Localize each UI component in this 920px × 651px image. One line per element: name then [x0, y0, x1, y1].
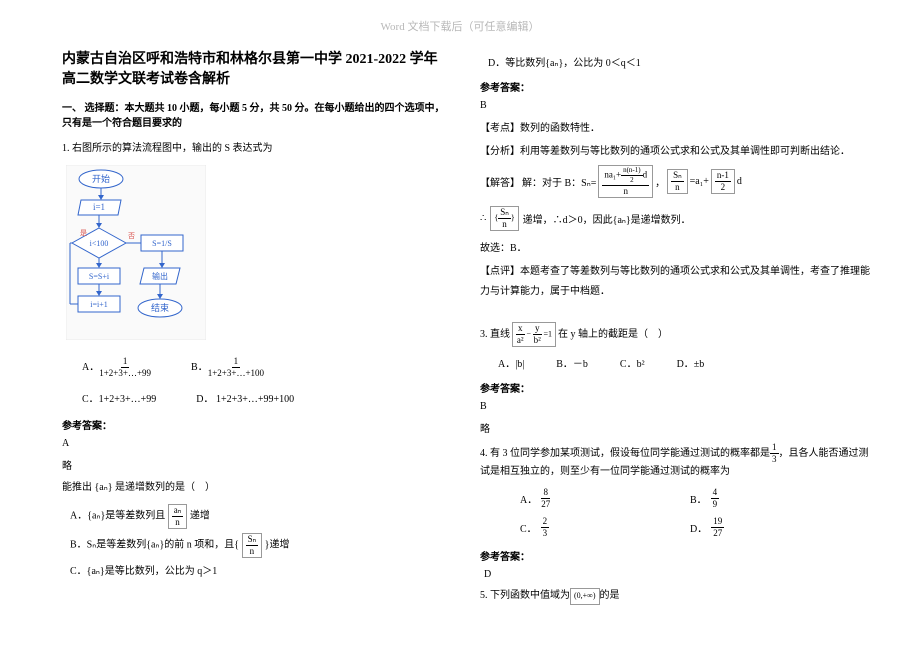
left-column: 内蒙古自治区呼和浩特市和林格尔县第一中学 2021-2022 学年 高二数学文联… [62, 50, 454, 581]
q2-answer: B [480, 100, 872, 111]
q4-answer: D [484, 569, 872, 580]
q3-answer: B [480, 401, 872, 412]
q2-optA: A．{aₙ}是等差数列且 aₙn 递增 [70, 504, 454, 529]
q3-note: 略 [480, 420, 872, 435]
fc-init: i=1 [93, 202, 105, 212]
q2-optD: D．等比数列{aₙ}，公比为 0＜q＜1 [488, 54, 872, 69]
q2-jieda3: 故选：B． [480, 239, 872, 254]
fc-no: 否 [128, 232, 135, 240]
q4-stem: 4. 有 3 位同学参加某项测试，假设每位同学能通过测试的概率都是13，且各人能… [480, 443, 872, 480]
q3-optC: C．b² [620, 355, 645, 370]
q4-options-ab: A．827 B．49 [520, 488, 872, 509]
q1-optA: A．11+2+3+…+99 [82, 357, 151, 378]
fc-end: 结束 [151, 302, 169, 313]
q1-answer: A [62, 438, 454, 449]
right-column: D．等比数列{aₙ}，公比为 0＜q＜1 参考答案： B 【考点】数列的函数特性… [480, 50, 872, 613]
q5-stem: 5. 下列函数中值域为(0,+∞)的是 [480, 588, 872, 605]
q2-dianping: 【点评】本题考查了等差数列与等比数列的通项公式求和公式及其单调性，考查了推理能力… [480, 262, 872, 302]
q3-optD: D．±b [677, 355, 705, 370]
q1-note: 略 [62, 457, 454, 472]
q2-stem: 能推出 {aₙ} 是递增数列的是（ ） [62, 480, 454, 496]
q1-optD: D． 1+2+3+…+99+100 [196, 390, 294, 405]
q3-answer-label: 参考答案： [480, 380, 872, 395]
q2-jieda2: ∴ {Sₙn} 递增，∴d＞0，因此{aₙ}是递增数列． [480, 206, 872, 231]
q2-optC: C．{aₙ}是等比数列，公比为 q＞1 [70, 562, 454, 577]
q4-optD: D．1927 [690, 517, 860, 538]
section-heading: 一、 选择题：本大题共 10 小题，每小题 5 分，共 50 分。在每小题给出的… [62, 101, 454, 131]
fc-inc: i=i+1 [90, 300, 107, 309]
q3-optB: B．－b [556, 355, 588, 370]
fc-step1: S=1/S [152, 239, 172, 248]
q3-stem: 3. 直线 xa² − yb² =1 在 y 轴上的截距是（ ） [480, 322, 872, 347]
page-header: Word 文档下载后（可任意编辑） [0, 18, 920, 34]
fc-output: 输出 [152, 271, 168, 281]
q1-flowchart: 开始 i=1 i<100 是 否 S=S+i i=i+1 [66, 165, 454, 345]
q4-optB: B．49 [690, 488, 860, 509]
title-line1: 内蒙古自治区呼和浩特市和林格尔县第一中学 2021-2022 学年 [62, 52, 438, 67]
fc-cond: i<100 [90, 239, 109, 248]
q1-options-ab: A．11+2+3+…+99 B．11+2+3+…+100 [82, 357, 454, 378]
fc-yes: 是 [80, 229, 87, 237]
q2-optB: B．Sₙ是等差数列{aₙ}的前 n 项和，且{ Sₙn }递增 [70, 533, 454, 558]
q1-text: 1. 右图所示的算法流程图中，输出的 S 表达式为 [62, 141, 454, 157]
exam-title: 内蒙古自治区呼和浩特市和林格尔县第一中学 2021-2022 学年 高二数学文联… [62, 50, 454, 89]
q4-optA: A．827 [520, 488, 690, 509]
q4-optC: C．23 [520, 517, 690, 538]
q1-optC: C．1+2+3+…+99 [82, 390, 156, 405]
q2-kaodian: 【考点】数列的函数特性． [480, 119, 872, 134]
q2-fenxi: 【分析】利用等差数列与等比数列的通项公式求和公式及其单调性即可判断出结论． [480, 142, 872, 157]
q4-options-cd: C．23 D．1927 [520, 517, 872, 538]
q3-optA: A．|b| [498, 355, 524, 370]
fc-step2: S=S+i [89, 272, 110, 281]
q2-answer-label: 参考答案： [480, 79, 872, 94]
q1-answer-label: 参考答案： [62, 417, 454, 432]
q4-answer-label: 参考答案： [480, 548, 872, 563]
title-line2: 高二数学文联考试卷含解析 [62, 72, 230, 87]
fc-start: 开始 [92, 173, 110, 184]
q1-optB: B．11+2+3+…+100 [191, 357, 264, 378]
q1-options-cd: C．1+2+3+…+99 D． 1+2+3+…+99+100 [82, 390, 454, 405]
q3-options: A．|b| B．－b C．b² D．±b [498, 355, 872, 370]
q2-jieda: 【解答】解：对于 B：Sₙ= na₁+n(n-1)2dn ，Sₙn =a₁+ n… [480, 165, 872, 198]
